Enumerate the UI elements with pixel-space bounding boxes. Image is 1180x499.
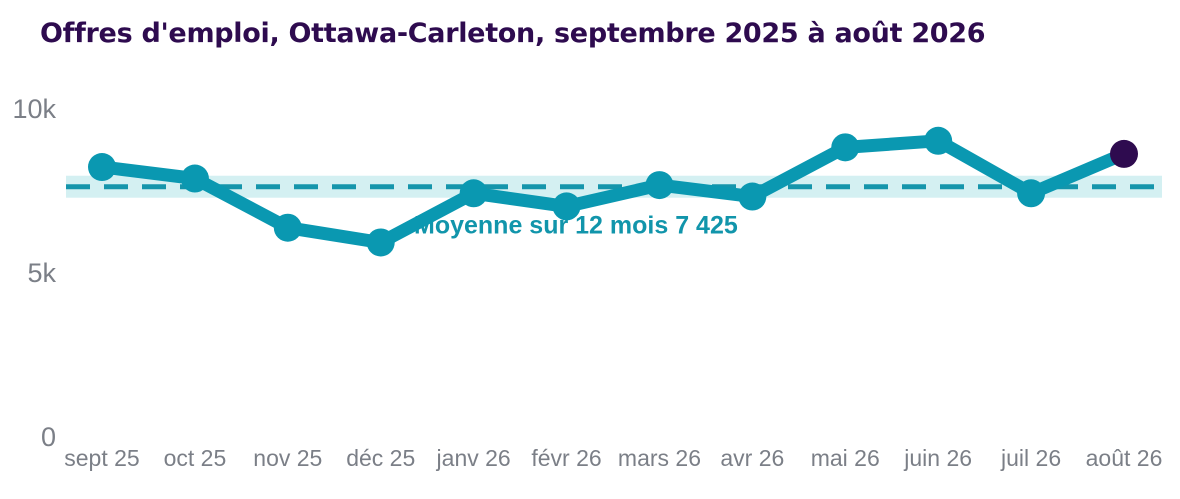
data-point <box>180 164 209 193</box>
average-reference: Moyenne sur 12 mois 7 425 <box>66 175 1162 240</box>
x-axis: sept 25 oct 25 nov 25 déc 25 janv 26 févr 26 m… <box>64 445 1162 471</box>
x-tick-label: juil 26 <box>1000 445 1061 471</box>
x-tick-label: janv 26 <box>436 445 511 471</box>
x-tick-label: nov 25 <box>253 445 322 471</box>
y-axis: 0 5k 10k <box>12 94 56 452</box>
data-point <box>645 171 674 200</box>
data-point <box>738 182 767 211</box>
x-tick-label: juin 26 <box>903 445 972 471</box>
x-tick-label: mars 26 <box>618 445 701 471</box>
x-tick-label: déc 25 <box>346 445 415 471</box>
data-point <box>88 153 116 182</box>
x-tick-label: oct 25 <box>164 445 227 471</box>
data-point <box>459 179 488 208</box>
x-tick-label: sept 25 <box>64 445 139 471</box>
data-point <box>552 192 581 221</box>
data-point <box>366 228 395 257</box>
data-point <box>831 133 860 162</box>
chart-title: Offres d'emploi, Ottawa-Carleton, septem… <box>40 18 986 49</box>
series-jobs <box>88 126 1138 257</box>
data-point <box>1017 179 1046 208</box>
data-point-latest <box>1110 139 1138 168</box>
series-line <box>95 134 1131 249</box>
x-tick-label: août 26 <box>1086 445 1163 471</box>
x-tick-label: mai 26 <box>811 445 880 471</box>
y-tick-label: 0 <box>41 422 56 452</box>
y-tick-label: 10k <box>12 94 56 124</box>
x-tick-label: févr 26 <box>531 445 601 471</box>
y-tick-label: 5k <box>27 258 56 288</box>
data-point <box>273 213 302 242</box>
x-tick-label: avr 26 <box>720 445 784 471</box>
data-point <box>924 126 953 155</box>
